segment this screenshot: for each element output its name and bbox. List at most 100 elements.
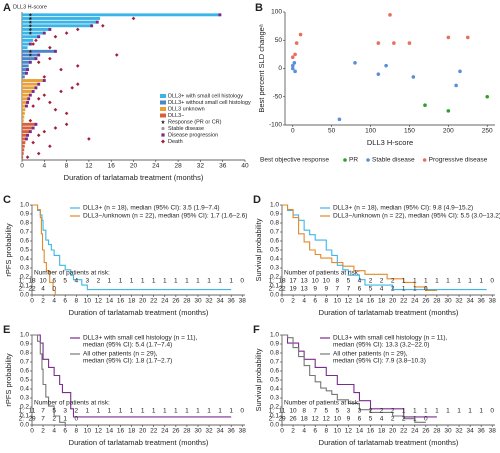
point <box>298 32 303 37</box>
risk-row-label: 2: <box>269 416 275 423</box>
risk-count: 10 <box>39 278 47 285</box>
death-marker <box>34 38 38 43</box>
bar <box>22 17 101 20</box>
x-tick-label: 30 <box>444 428 452 435</box>
risk-count: 10 <box>334 416 342 423</box>
x-tick-label: 20 <box>389 428 397 435</box>
risk-count: 0 <box>424 416 428 423</box>
risk-count: 2 <box>380 408 384 415</box>
y-tick-label: 0.0 <box>270 292 279 299</box>
risk-count: 10 <box>312 278 320 285</box>
legend-symbol <box>161 120 165 124</box>
risk-count: 1 <box>435 408 439 415</box>
x-tick-label: 34 <box>466 298 474 305</box>
risk-count: 11 <box>29 408 36 415</box>
x-tick-label: 18 <box>378 298 386 305</box>
death-marker <box>48 56 52 61</box>
y-tick-label: 0.6 <box>270 238 279 245</box>
risk-count: 18 <box>301 416 309 423</box>
x-axis-label: Duration of tarlatamab treatment (months… <box>319 438 459 447</box>
y-tick-label: 0.2 <box>270 404 279 411</box>
legend-label: DLL3+ with small cell histology <box>168 93 243 99</box>
y-tick-label: 0.7 <box>270 229 279 236</box>
risk-count: 1 <box>185 278 189 285</box>
risk-count: 4 <box>358 278 362 285</box>
risk-count: 1 <box>413 416 417 423</box>
legend-swatch <box>160 100 166 105</box>
progression-marker <box>26 100 30 104</box>
risk-count: 1 <box>152 278 156 285</box>
risk-count: 6 <box>358 416 362 423</box>
risk-row-label: 1: <box>19 408 25 415</box>
progression-marker <box>37 82 41 86</box>
risk-count: 2 <box>380 278 384 285</box>
x-tick-label: 26 <box>422 298 430 305</box>
x-tick-label: 8 <box>324 298 328 305</box>
x-axis-label: Duration of tarlatamab treatment (months… <box>69 438 209 447</box>
progression-marker <box>37 35 41 39</box>
x-tick-label: 2 <box>41 298 45 305</box>
y-tick-label: 1.0 <box>270 332 279 339</box>
death-marker <box>31 140 35 145</box>
legend-label: DLL3−/unknown (n = 22), median (95% CI):… <box>83 213 247 220</box>
y-tick-label: 0.4 <box>270 256 279 263</box>
legend-label: DLL3 unknown <box>168 106 205 112</box>
risk-count: 2 <box>391 286 395 293</box>
x-axis-label: Duration of tarlatamab treatment (months… <box>69 308 209 317</box>
y-tick-label: 0.5 <box>20 247 29 254</box>
legend-symbol <box>161 126 165 131</box>
x-tick-label: 8 <box>324 428 328 435</box>
death-marker <box>36 151 41 156</box>
bar <box>22 122 36 126</box>
x-tick-label: 32 <box>455 298 463 305</box>
point <box>290 66 295 71</box>
risk-count: 1 <box>446 278 450 285</box>
y-tick-label: 0.6 <box>20 238 29 245</box>
legend-label: DLL3+ with small cell histology (n = 11)… <box>333 335 448 342</box>
y-tick-label: 0.3 <box>270 265 279 272</box>
risk-count: 1 <box>108 278 112 285</box>
progression-marker <box>31 90 35 93</box>
bar <box>22 93 31 97</box>
x-tick-label: 18 <box>378 428 386 435</box>
bar <box>22 24 92 28</box>
point <box>376 72 381 76</box>
risk-count: 1 <box>196 408 200 415</box>
risk-count: 5 <box>336 408 340 415</box>
bar <box>22 155 24 159</box>
risk-count: 1 <box>424 408 428 415</box>
death-marker <box>131 16 136 21</box>
survival-curve <box>32 334 232 418</box>
risk-count: 1 <box>130 278 134 285</box>
x-tick-label: 28 <box>174 163 182 170</box>
x-tick-label: 12 <box>95 428 103 435</box>
point <box>446 35 451 40</box>
legend-symbol <box>422 158 427 162</box>
risk-row-label: 2: <box>19 286 25 293</box>
risk-count: 18 <box>28 278 36 285</box>
legend-label: median (95% CI): 7.9 (3.8–10.3) <box>333 358 426 365</box>
bar <box>22 100 28 104</box>
bar <box>22 126 34 130</box>
legend-label: DLL3−/unknown (n = 22), median (95% CI):… <box>333 213 500 220</box>
death-marker <box>75 27 80 32</box>
y-axis-label: Survival probability <box>254 218 263 281</box>
survival-curve <box>282 334 437 418</box>
risk-count: 18 <box>278 278 286 285</box>
death-marker <box>42 129 47 134</box>
bar <box>22 104 27 108</box>
y-tick-label: 1.0 <box>20 332 29 339</box>
bar <box>22 46 28 50</box>
risk-row-label: 1: <box>269 408 275 415</box>
risk-count: 6 <box>358 286 362 293</box>
risk-count: 2 <box>391 408 395 415</box>
x-tick-label: 0 <box>20 163 24 170</box>
bar <box>22 144 25 148</box>
bar <box>22 148 25 152</box>
x-tick-label: 28 <box>183 428 191 435</box>
point <box>485 94 490 99</box>
legend-label: Disease progression <box>168 132 218 138</box>
progression-marker <box>26 133 30 137</box>
y-tick-label: 50 <box>275 37 283 44</box>
